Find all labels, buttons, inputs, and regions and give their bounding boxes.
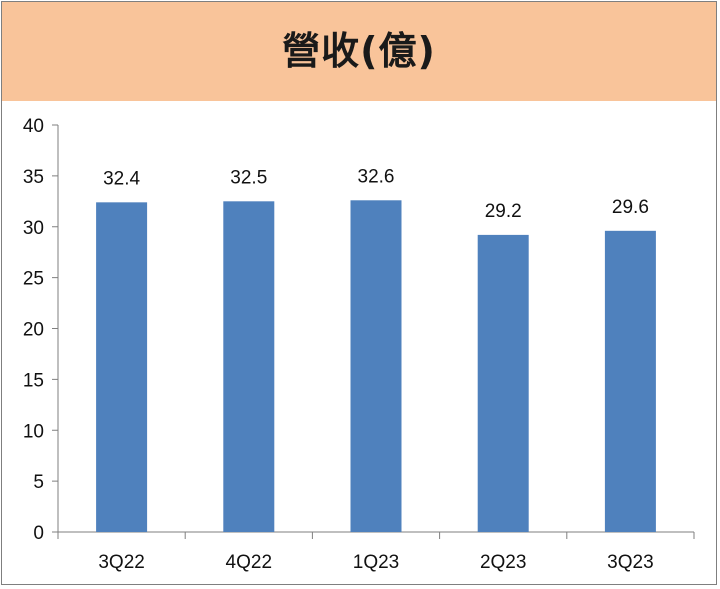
y-tick-label: 15 [23, 370, 44, 391]
data-label-3q22: 32.4 [103, 168, 140, 189]
y-tick-label: 10 [23, 421, 44, 442]
bar-4q22 [223, 201, 275, 532]
y-tick-label: 35 [23, 167, 44, 188]
chart-bars [96, 200, 656, 533]
x-tick-label-3q23: 3Q23 [607, 552, 653, 573]
data-label-4q22: 32.5 [230, 167, 267, 188]
bar-3q22 [96, 202, 148, 532]
x-tick-label-4q22: 4Q22 [226, 552, 272, 573]
y-tick-label: 40 [23, 116, 44, 137]
chart-axes: 0 5 10 15 20 25 30 35 40 [23, 116, 695, 544]
bar-3q23 [604, 230, 656, 532]
chart-title: 營收(億) [282, 29, 436, 73]
chart-labels: 32.4 3Q22 32.5 4Q22 32.6 1Q23 29.2 2Q23 29.6 3Q23 [98, 166, 653, 573]
data-label-1q23: 32.6 [358, 166, 395, 187]
bar-2q23 [477, 234, 529, 532]
data-label-2q23: 29.2 [485, 201, 522, 222]
x-tick-label-3q22: 3Q22 [98, 552, 144, 573]
bar-1q23 [350, 200, 402, 533]
y-tick-label: 30 [23, 218, 44, 239]
y-tick-label: 25 [23, 269, 44, 290]
x-tick-label-1q23: 1Q23 [353, 552, 399, 573]
y-tick-label: 0 [33, 523, 44, 544]
title-band: 營收(億) [2, 2, 716, 101]
y-tick-label: 5 [33, 472, 44, 493]
x-tick-label-2q23: 2Q23 [480, 552, 526, 573]
data-label-3q23: 29.6 [612, 197, 649, 218]
y-tick-label: 20 [23, 320, 44, 341]
